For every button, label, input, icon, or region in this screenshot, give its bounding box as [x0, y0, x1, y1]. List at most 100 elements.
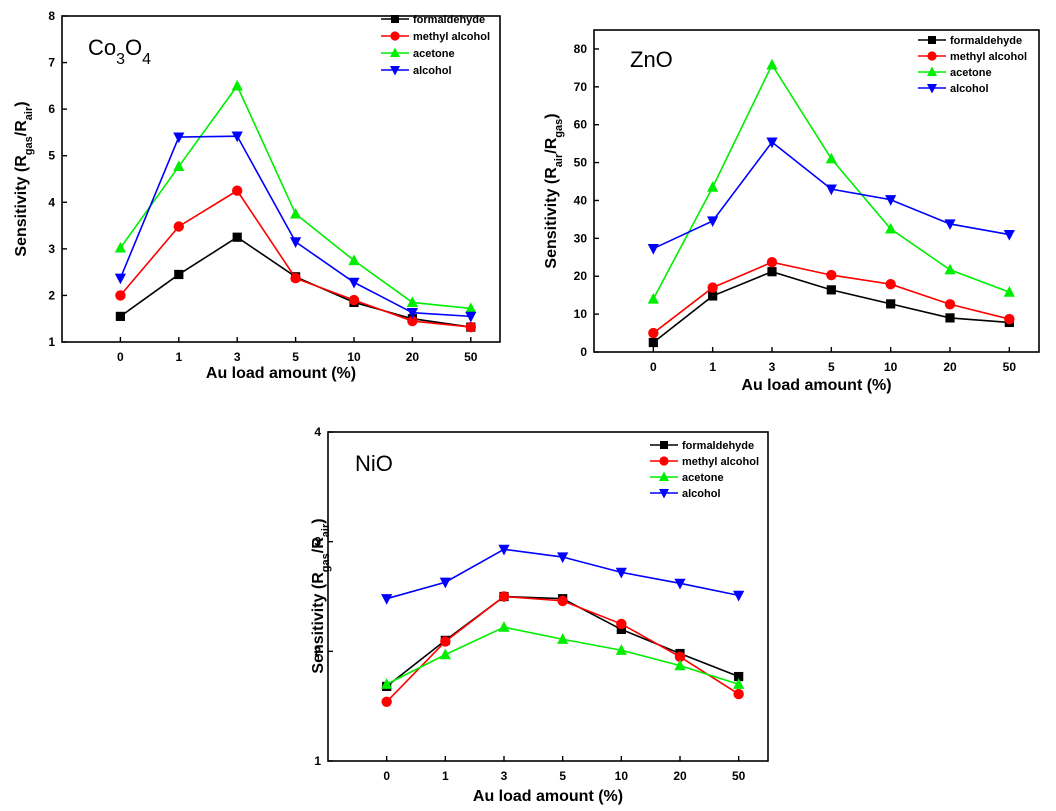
x-tick-label: 0: [650, 360, 657, 374]
legend-item: acetone: [918, 66, 992, 79]
series-line: [386, 595, 740, 703]
x-tick-label: 5: [828, 360, 835, 374]
legend-label: alcohol: [950, 83, 989, 95]
x-axis-title: Au load amount (%): [741, 377, 891, 394]
data-point: [557, 552, 569, 564]
series-acetone: [647, 58, 1015, 304]
legend-item: methyl alcohol: [650, 456, 759, 468]
data-point: [615, 644, 627, 655]
legend-label: acetone: [413, 48, 455, 60]
data-point: [439, 577, 451, 589]
legend-label: formaldehyde: [413, 14, 485, 26]
data-point: [944, 219, 956, 231]
data-point: [465, 302, 477, 314]
legend-item: alcohol: [381, 65, 452, 77]
data-point: [465, 311, 477, 323]
legend-item: methyl alcohol: [918, 51, 1027, 63]
data-point: [885, 278, 896, 290]
data-point: [439, 648, 451, 660]
sample-label: NiO: [355, 451, 393, 476]
legend-item: formaldehyde: [650, 440, 754, 452]
data-point: [465, 321, 476, 333]
legend-item: alcohol: [918, 83, 989, 95]
series-line: [119, 135, 471, 318]
data-point: [406, 296, 418, 308]
data-point: [826, 269, 837, 281]
x-axis-title: Au load amount (%): [206, 365, 356, 382]
x-tick-label: 0: [383, 769, 390, 783]
data-point: [707, 216, 719, 228]
data-point: [733, 688, 744, 700]
data-point: [557, 633, 569, 644]
x-tick-label: 5: [559, 769, 566, 783]
data-point: [886, 299, 896, 309]
legend-marker: [390, 47, 400, 57]
y-tick-label: 20: [574, 269, 588, 283]
series-line: [652, 270, 1010, 344]
sample-label: Co3O4: [88, 35, 151, 68]
y-tick-label: 3: [314, 535, 321, 549]
x-tick-label: 50: [732, 769, 746, 783]
data-point: [766, 58, 778, 70]
legend-label: formaldehyde: [950, 35, 1022, 47]
legend-marker: [390, 31, 400, 41]
x-tick-label: 50: [464, 350, 478, 364]
x-tick-label: 20: [673, 769, 687, 783]
legend-marker: [659, 489, 669, 499]
series-alcohol: [381, 544, 745, 605]
data-point: [674, 651, 686, 663]
data-point: [944, 263, 956, 275]
x-tick-label: 50: [1003, 360, 1017, 374]
x-tick-label: 3: [501, 769, 508, 783]
data-point: [114, 241, 126, 253]
data-point: [290, 237, 302, 248]
legend-item: formaldehyde: [918, 35, 1022, 47]
data-point: [348, 254, 360, 266]
y-tick-label: 80: [574, 42, 588, 56]
data-point: [407, 315, 418, 327]
data-point: [825, 152, 837, 164]
x-tick-label: 1: [175, 350, 182, 364]
x-tick-label: 20: [406, 350, 420, 364]
chart-nio: 1 2 3 4 0 1 3 5 10 20 50 Au load amount (%) Sensitiv…: [310, 425, 769, 805]
data-point: [1003, 286, 1015, 297]
data-point: [674, 578, 686, 590]
legend-marker: [660, 441, 668, 449]
data-point: [734, 671, 744, 682]
x-axis-title: Au load amount (%): [473, 788, 623, 805]
series-methyl-alcohol: [648, 257, 1015, 339]
data-point: [767, 267, 777, 277]
data-point: [498, 544, 510, 556]
data-point: [231, 79, 243, 91]
y-tick-label: 30: [574, 231, 588, 245]
data-point: [115, 290, 126, 301]
data-point: [707, 282, 718, 293]
data-point: [733, 678, 745, 689]
data-point: [232, 185, 243, 196]
series-alcohol: [647, 137, 1015, 255]
legend-marker: [659, 471, 669, 481]
y-tick-label: 1: [314, 754, 321, 768]
legend-marker: [927, 84, 937, 94]
y-axis-title: Sensitivity (Rair/Rgas): [543, 113, 565, 268]
y-tick-label: 8: [48, 9, 55, 23]
chart-co3o4: 1 2 3 4 5 6 7 8 0 1 3 5 10 20 50 Au load amount (%) Sens…: [13, 9, 501, 382]
data-point: [766, 137, 778, 149]
data-point: [826, 285, 836, 295]
plot-frame: [593, 29, 1040, 353]
sample-label: ZnO: [630, 47, 673, 72]
series-acetone: [381, 621, 745, 689]
legend-label: methyl alcohol: [950, 51, 1027, 63]
data-point: [945, 313, 955, 323]
x-tick-label: 3: [234, 350, 241, 364]
y-tick-label: 2: [314, 644, 321, 658]
y-tick-label: 2: [48, 288, 55, 302]
x-tick-label: 1: [442, 769, 449, 783]
data-point: [381, 696, 392, 707]
y-axis-title: Sensitivity (Rgas/Rair): [310, 518, 332, 673]
y-tick-label: 0: [580, 345, 587, 359]
x-tick-label: 10: [884, 360, 898, 374]
x-tick-label: 0: [117, 350, 124, 364]
legend-item: acetone: [381, 47, 455, 60]
legend-label: alcohol: [413, 65, 452, 77]
